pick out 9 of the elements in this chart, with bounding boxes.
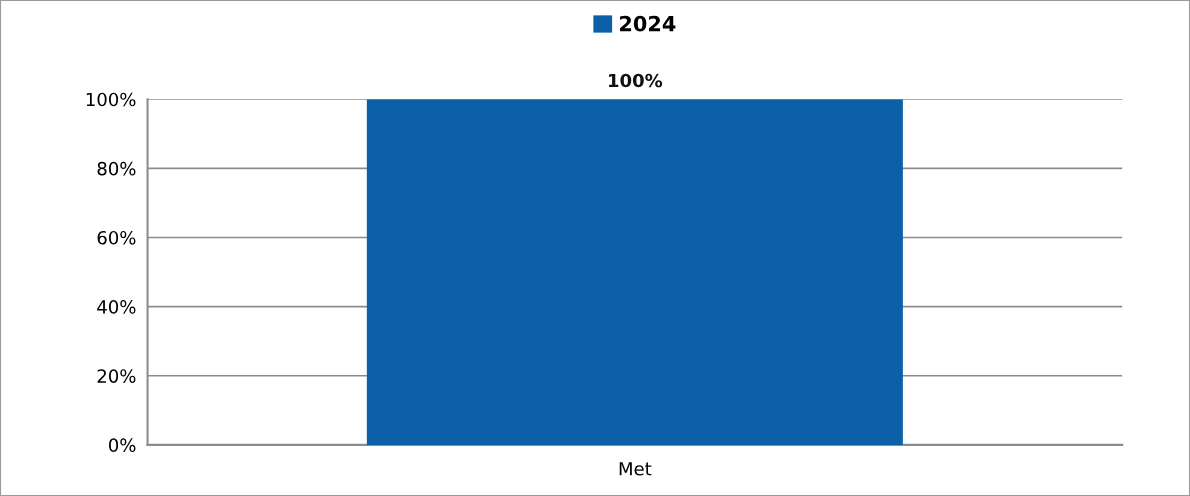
x-tick-label: Met [619,462,652,476]
y-tick-label: 100% [86,92,136,107]
y-tick-label: 0% [109,438,136,453]
y-tick-label: 60% [97,230,136,245]
legend-label: 2024 [620,15,676,32]
data-label: 100% [609,73,663,88]
y-tick-label: 80% [97,161,136,176]
y-tick-label: 20% [97,369,136,383]
y-tick-label: 40% [97,300,136,314]
